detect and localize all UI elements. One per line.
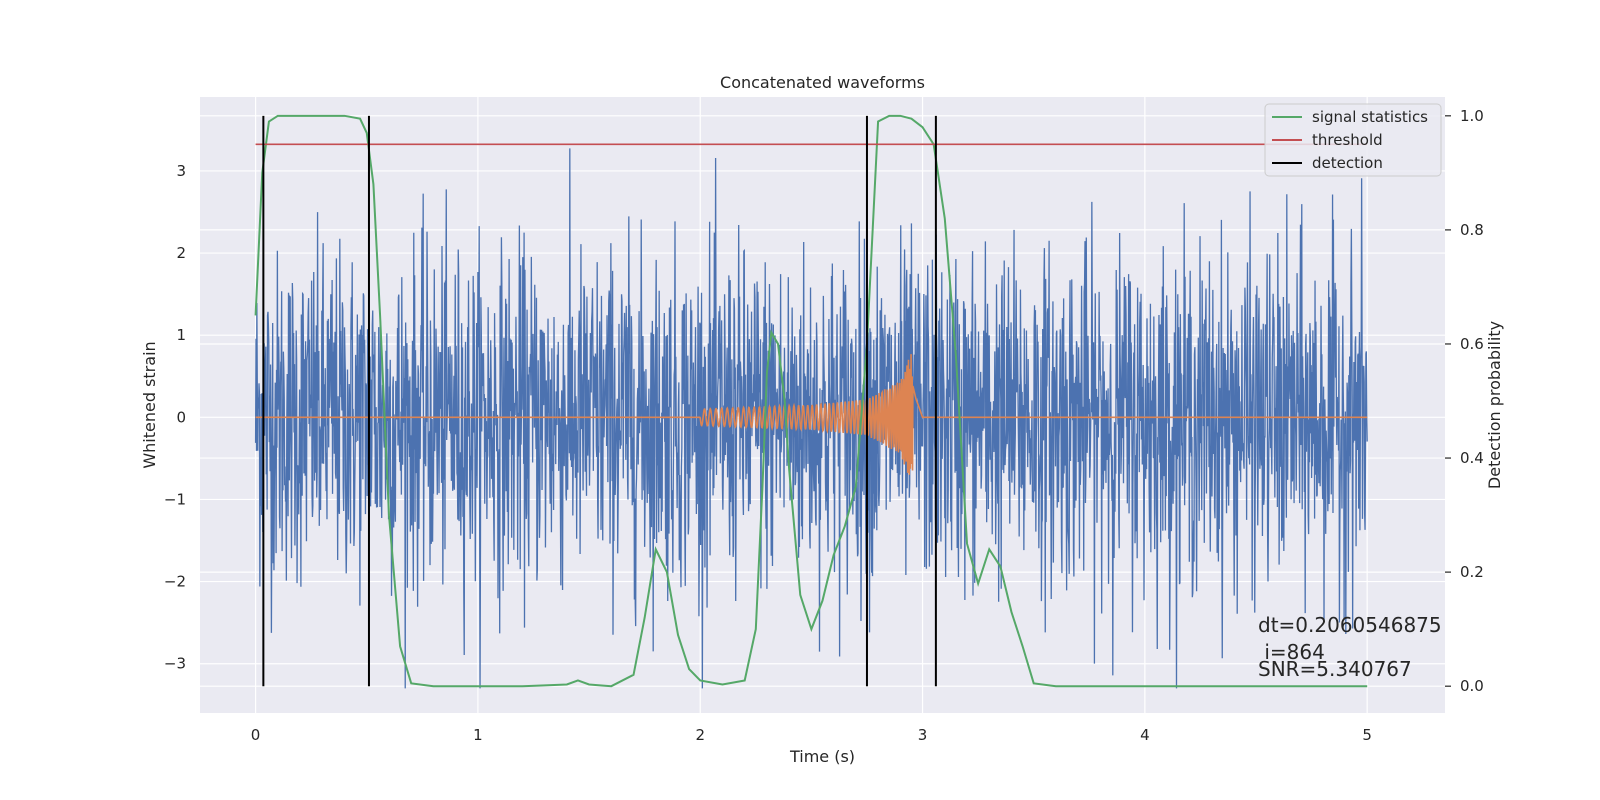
y-right-tick-label-3: 0.6 [1460,335,1484,353]
y-left-tick-label-5: 2 [176,244,186,262]
series-layer [254,114,1368,689]
injected-chirp-line [255,354,1368,475]
x-tick-label-4: 4 [1140,726,1150,744]
y-right-tick-label-5: 1.0 [1460,107,1484,125]
axes: 0 1 2 3 4 5 −3 −2 −1 0 1 2 3 0.0 0.2 0.4 0.6 0.8 1.0 [164,107,1484,744]
legend-label-detection: detection [1312,154,1383,172]
annotation-index: i=864 [1258,640,1325,664]
x-tick-label-0: 0 [251,726,261,744]
chart-title: Concatenated waveforms [720,73,925,92]
x-tick-label-1: 1 [473,726,483,744]
y-right-tick-label-2: 0.4 [1460,449,1484,467]
y-left-tick-label-6: 3 [176,162,186,180]
signal-statistics-line [254,114,1368,688]
annotation-dt: dt=0.2060546875 [1258,613,1442,637]
snr-annotation: dt=0.2060546875 i=864 SNR=5.340767 [1258,613,1442,681]
y-axis-left-label: Whitened strain [140,341,159,468]
y-right-tick-label-0: 0.0 [1460,677,1484,695]
detection-lines [262,115,937,687]
y-right-tick-label-4: 0.8 [1460,221,1484,239]
legend: signal statistics threshold detection [1264,103,1442,177]
legend-label-threshold: threshold [1312,131,1383,149]
annotation-snr: SNR=5.340767 [1258,657,1412,681]
x-tick-label-5: 5 [1362,726,1372,744]
y-axis-right-label: Detection probability [1485,321,1504,489]
y-left-tick-label-4: 1 [176,326,186,344]
y-left-tick-label-0: −3 [164,655,186,673]
x-tick-label-3: 3 [918,726,928,744]
y-left-tick-label-1: −2 [164,573,186,591]
x-axis-label: Time (s) [789,747,855,766]
y-left-tick-label-3: 0 [176,408,186,426]
x-tick-label-2: 2 [695,726,705,744]
y-left-tick-label-2: −1 [164,490,186,508]
legend-box [1264,103,1442,177]
legend-label-signal-statistics: signal statistics [1312,108,1428,126]
y-right-tick-label-1: 0.2 [1460,563,1484,581]
strain-series-line [254,148,1368,689]
